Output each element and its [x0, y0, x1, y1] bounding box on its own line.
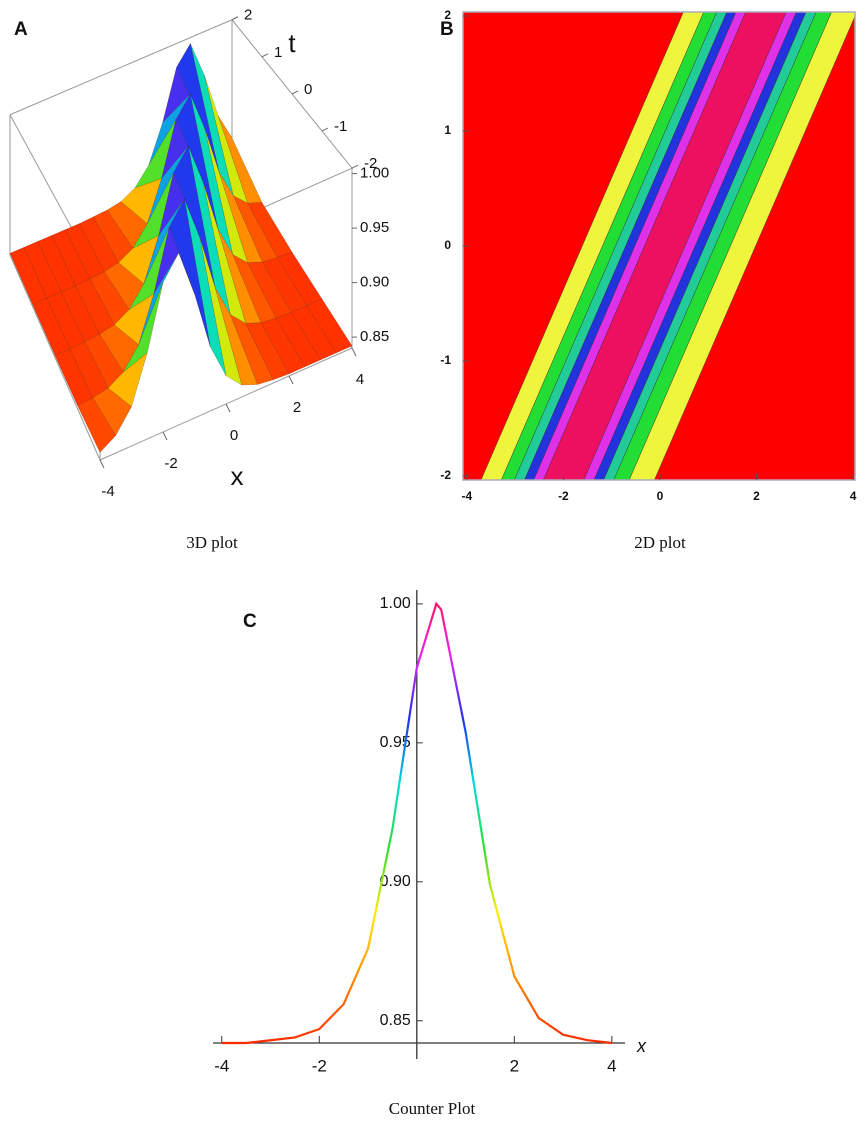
band — [593, 12, 807, 480]
surface-patch — [153, 226, 195, 294]
band — [603, 12, 817, 480]
box-edge — [9, 254, 101, 461]
caption: 3D plot — [186, 533, 238, 552]
x-tick-label: -4 — [462, 489, 473, 503]
band — [501, 12, 717, 480]
x-tick-label: 2 — [753, 489, 760, 503]
axis-label: x — [231, 461, 244, 491]
x-tick-label: -2 — [558, 489, 569, 503]
x-tick-label: -4 — [101, 483, 114, 500]
surface-patch — [123, 282, 164, 373]
y-tick-label: -1 — [440, 353, 451, 367]
x-tick-label: 4 — [850, 489, 857, 503]
band — [543, 12, 787, 480]
bands — [480, 12, 855, 480]
y-tick-label: 0 — [444, 238, 451, 252]
box-edge — [9, 19, 233, 116]
band — [629, 12, 855, 480]
panel-label: B — [440, 19, 454, 40]
y-tick-label: 1.00 — [380, 595, 411, 612]
z-tick-label: 0.90 — [360, 274, 389, 291]
t-tick-label: 1 — [274, 44, 282, 61]
surface-patch — [77, 397, 117, 453]
t-tick — [231, 16, 239, 21]
y-tick-label: 0.85 — [380, 1012, 411, 1029]
z-tick-label: 0.95 — [360, 219, 389, 236]
x-tick-label: 0 — [657, 489, 664, 503]
y-tick-label: -2 — [440, 468, 451, 482]
y-tick-label: 1 — [444, 123, 451, 137]
x-tick — [162, 431, 168, 441]
x-tick-label: -2 — [312, 1056, 327, 1075]
band — [613, 12, 832, 480]
z-tick-label: 1.00 — [360, 165, 389, 182]
surface-patch — [245, 322, 290, 381]
x-tick — [225, 403, 231, 413]
surface-patch — [184, 198, 227, 376]
surface-patch — [229, 314, 274, 385]
x-tick-label: 4 — [607, 1056, 616, 1075]
x-tick — [99, 459, 105, 469]
x-tick — [351, 347, 357, 357]
band — [524, 12, 737, 480]
caption: Counter Plot — [389, 1099, 476, 1118]
t-tick-label: 2 — [244, 7, 252, 24]
x-tick-label: 2 — [293, 399, 301, 416]
caption: 2D plot — [634, 533, 686, 552]
t-tick-label: -2 — [364, 155, 377, 172]
t-tick — [321, 127, 329, 132]
x-tick-label: 4 — [356, 371, 364, 388]
axis-label: t — [288, 28, 296, 58]
y-tick-label: 2 — [444, 8, 451, 22]
band — [583, 12, 797, 480]
t-tick-label: 0 — [304, 81, 312, 98]
band — [533, 12, 746, 480]
y-tick-label: 0.95 — [380, 734, 411, 751]
x-tick — [288, 375, 294, 385]
curve — [221, 601, 612, 1045]
t-tick — [261, 53, 269, 58]
t-tick — [291, 90, 299, 95]
x-tick-label: -2 — [164, 455, 177, 472]
panel-label: A — [14, 19, 28, 40]
band — [514, 12, 728, 480]
z-tick-label: 0.85 — [360, 328, 389, 345]
x-tick-label: 0 — [230, 427, 238, 444]
surface — [9, 42, 353, 453]
t-tick-label: -1 — [334, 118, 347, 135]
panel-label: C — [243, 611, 257, 632]
y-tick-label: 0.90 — [380, 873, 411, 890]
x-tick-label: -4 — [214, 1056, 229, 1075]
x-tick-label: 2 — [510, 1056, 519, 1075]
surface-patch — [168, 198, 211, 347]
band — [480, 12, 704, 480]
axis-label: x — [636, 1036, 647, 1056]
t-tick — [351, 164, 359, 169]
